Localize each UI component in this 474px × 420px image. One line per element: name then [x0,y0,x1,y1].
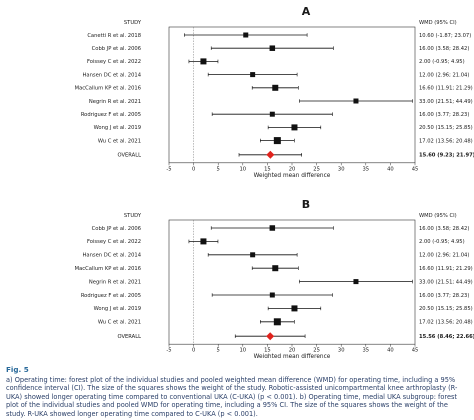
study-wmd-label: 17.02 (13.56; 20.48) [419,138,473,144]
caption-text: a) Operating time: forest plot of the in… [6,376,468,419]
x-tick-label: 0 [192,348,195,354]
study-wmd-label: 16.00 (3.58; 28.42) [419,226,469,232]
overall-diamond [266,332,275,341]
study-name: Cobb JP et al. 2006 [92,226,141,232]
overall-name: OVERALL [117,334,141,340]
study-name: Negrin R et al. 2021 [89,279,141,285]
study-wmd-label: 16.60 (11.91; 21.29) [419,266,473,272]
study-wmd-label: 16.60 (11.91; 21.29) [419,86,473,92]
study-wmd-label: 2.00 (-0.95; 4.95) [419,239,465,245]
x-tick-label: 15 [264,348,271,354]
study-marker [269,292,275,298]
study-marker [291,305,298,312]
study-marker [273,137,281,145]
study-marker [250,72,256,78]
overall-wmd-label: 15.60 (9.23; 21.97) [419,153,474,159]
study-wmd-label: 12.00 (2.96; 21.04) [419,253,469,259]
x-tick-label: 35 [362,166,369,172]
study-marker [272,84,279,91]
study-header: STUDY [124,20,142,26]
x-tick-label: 5 [217,166,220,172]
study-name: Foissey C et al. 2022 [87,59,141,65]
x-tick-label: -5 [166,348,171,354]
study-wmd-label: 33.00 (21.51; 44.49) [419,279,473,285]
study-name: Foissey C et al. 2022 [87,239,141,245]
figure-caption: Fig. 5 a) Operating time: forest plot of… [6,365,468,419]
x-axis-label: Weighted mean difference [254,173,331,179]
study-wmd-label: 16.00 (3.58; 28.42) [419,46,469,52]
study-name: Hansen DC et al. 2014 [83,253,142,259]
x-tick-label: 20 [289,166,296,172]
x-tick-label: 25 [313,348,320,354]
overall-diamond [266,150,275,159]
caption-part-a: a) Operating time: forest plot of the in… [6,375,458,401]
study-name: Wong J et al. 2019 [94,125,141,131]
plot-frame [168,26,416,164]
study-wmd-label: 12.00 (2.96; 21.04) [419,72,469,78]
study-wmd-label: 20.50 (15.15; 25.85) [419,306,473,312]
x-tick-label: 20 [289,348,296,354]
x-tick-label: 25 [313,166,320,172]
study-name: Rodriguez F et al. 2005 [81,112,141,118]
caption-part-b: b) Operating time, medial UKA subgroup: … [6,392,458,418]
study-marker [250,252,256,258]
x-tick-label: 45 [412,166,419,172]
study-wmd-label: 16.00 (3.77; 28.23) [419,112,469,118]
study-header: STUDY [124,213,142,219]
study-name: Cobb JP et al. 2006 [92,46,141,52]
x-tick-label: 35 [362,348,369,354]
study-marker [243,32,249,38]
study-name: Wu C et al. 2021 [98,320,141,326]
x-tick-label: 15 [264,166,271,172]
study-wmd-label: 2.00 (-0.95; 4.95) [419,59,465,65]
study-name: MacCallum KP et al. 2016 [75,266,141,272]
wmd-header: WMD (95% CI) [419,20,457,26]
x-tick-label: 45 [412,348,419,354]
study-marker [273,318,281,326]
overall-name: OVERALL [117,153,141,159]
study-wmd-label: 20.50 (15.15; 25.85) [419,125,473,131]
wmd-header: WMD (95% CI) [419,213,457,219]
study-wmd-label: 33.00 (21.51; 44.49) [419,99,473,105]
study-name: Canetti R et al. 2018 [87,33,141,39]
x-tick-label: 5 [217,348,220,354]
study-name: Hansen DC et al. 2014 [83,72,142,78]
x-tick-label: 30 [338,348,345,354]
study-marker [272,265,279,272]
panel-label: A [302,5,311,18]
study-marker [269,225,276,231]
x-tick-label: 10 [239,348,246,354]
figure-label: Fig. 5 [6,365,29,374]
study-marker [353,279,359,285]
study-marker [353,98,359,104]
study-wmd-label: 16.00 (3.77; 28.23) [419,293,469,299]
study-name: Rodriguez F et al. 2005 [81,293,141,299]
study-marker [200,238,207,245]
study-marker [269,111,275,117]
x-tick-label: -5 [166,166,171,172]
forest-plot-figure: A STUDY WMD (95% CI) Canetti R et al. 2018 1… [75,5,474,358]
study-wmd-label: 10.60 (-1.87; 23.07) [419,33,471,39]
study-marker [200,58,207,65]
panel-label: B [302,198,310,211]
study-marker [269,45,276,51]
x-tick-label: 40 [387,348,394,354]
x-tick-label: 0 [192,166,195,172]
x-tick-label: 40 [387,166,394,172]
study-wmd-label: 17.02 (13.56; 20.48) [419,320,473,326]
study-name: Wong J et al. 2019 [94,306,141,312]
study-name: Negrin R et al. 2021 [89,99,141,105]
study-marker [291,124,298,131]
x-tick-label: 10 [239,166,246,172]
x-tick-label: 30 [338,166,345,172]
x-axis-label: Weighted mean difference [254,354,331,358]
study-name: MacCallum KP et al. 2016 [75,86,141,92]
study-name: Wu C et al. 2021 [98,138,141,144]
overall-wmd-label: 15.56 (8.46; 22.66) [419,334,474,340]
